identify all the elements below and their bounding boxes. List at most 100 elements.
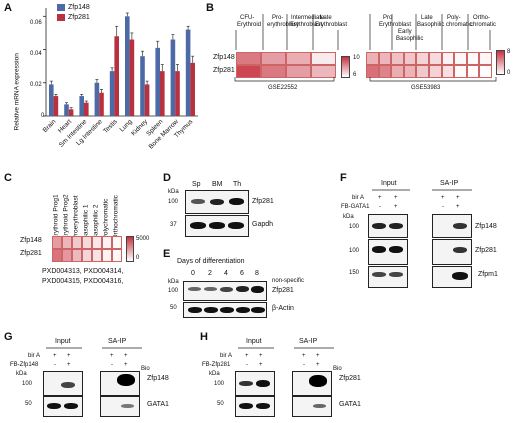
a-bar-zfp148-8: [170, 39, 176, 116]
d-lane-th: Th: [233, 181, 242, 188]
g-marker-100: 100: [22, 381, 33, 387]
h-group-input: Input: [246, 338, 262, 345]
f-ip-zfp281-blot: [432, 239, 472, 265]
b-right-cell-r0-c2: [391, 52, 404, 65]
e-actin-blot: [183, 302, 267, 318]
c-scale-max: 5000: [136, 236, 150, 242]
c-cell-r1-c6: [112, 249, 122, 262]
h-label-gata1: GATA1: [339, 401, 361, 408]
c-cell-r0-c2: [72, 236, 82, 249]
f-group-input: Input: [381, 180, 397, 187]
e-marker-50: 50: [170, 305, 177, 311]
g-sign-1-3: +: [110, 353, 114, 359]
f-sign-1-2: +: [394, 195, 398, 201]
c-col-label-1: Erythroid Prog2: [62, 194, 70, 240]
b-left-col-1-line1: CFU-: [240, 15, 255, 21]
b-row-zfp148: Zfp148: [213, 54, 235, 61]
b-left-dataset-label: GSE22552: [268, 85, 298, 91]
a-bar-zfp148-4: [109, 71, 115, 116]
g-input-zfp148-blot: [43, 371, 83, 396]
panel-a-bar-chart: [43, 8, 198, 117]
b-right-scale-min: 0: [507, 70, 511, 76]
h-sign-1-3: +: [302, 353, 306, 359]
b-right-scale-max: 8: [507, 49, 511, 55]
f-sign-2-1: -: [379, 204, 381, 210]
c-cell-r0-c0: [52, 236, 62, 249]
panel-e-letter: E: [163, 248, 171, 260]
b-left-col-2-line1: Pro-: [272, 15, 284, 21]
b-right-col-2-line2: Basophilic: [396, 36, 424, 42]
e-marker-100: 100: [168, 288, 179, 294]
c-scale-min: 0: [136, 255, 140, 261]
a-bar-zfp148-9: [185, 29, 191, 117]
h-label-zfp281: Zfp281: [339, 375, 361, 382]
a-bar-zfp281-4: [114, 36, 119, 116]
g-unit: kDa: [16, 371, 27, 377]
g-sign-1-4: +: [124, 353, 128, 359]
g-row-bira: bir A: [28, 353, 41, 359]
g-ip-gata1-blot: [100, 396, 140, 417]
b-right-cell-r1-c0: [366, 65, 379, 78]
d-label-zfp281: Zfp281: [252, 198, 274, 205]
f-sign-1-1: +: [378, 195, 382, 201]
h-group-underlines: [238, 347, 334, 349]
d-gapdh-blot: [185, 215, 249, 237]
f-input-zfpm1-blot: [368, 266, 408, 288]
f-row-fbgata1: FB-GATA1: [341, 204, 370, 210]
c-col-label-4: Basophilic 2: [92, 204, 100, 240]
b-header-brackets: [235, 14, 491, 50]
h-row-fbzfp281: FB-Zfp281: [202, 362, 231, 368]
f-unit: kDa: [343, 214, 354, 220]
g-label-bio: Bio: [141, 366, 150, 372]
d-unit: kDa: [168, 189, 179, 195]
b-left-cell-r0-c2: [286, 52, 311, 65]
a-bar-zfp148-1: [64, 104, 69, 116]
d-lane-sp: Sp: [192, 181, 201, 188]
b-left-cell-r1-c3: [311, 65, 336, 78]
e-label-nonspecific: non-specific: [272, 278, 305, 284]
h-marker-100: 100: [214, 381, 225, 387]
b-right-col-3-line2: Basophilic: [417, 22, 445, 28]
b-left-scale-max: 10: [353, 55, 360, 61]
a-bar-zfp281-8: [175, 71, 180, 116]
h-label-bio: Bio: [333, 366, 342, 372]
g-label-gata1: GATA1: [147, 401, 169, 408]
f-marker-100b: 100: [349, 248, 360, 254]
b-right-col-5-line2: chromatic: [470, 22, 497, 28]
a-bar-zfp148-2: [79, 96, 84, 116]
g-group-underlines: [46, 347, 142, 349]
c-col-label-6: Orthochromatic: [112, 195, 120, 240]
c-cell-r1-c2: [72, 249, 82, 262]
legend-swatch-zfp148: [57, 4, 65, 11]
panel-a-letter: A: [4, 2, 12, 14]
d-zfp281-blot: [185, 190, 249, 214]
panel-a-ytick-002: 0.02: [30, 82, 42, 88]
e-lane-2: 2: [208, 270, 212, 277]
b-right-col-5-line1: Ortho-: [473, 15, 491, 21]
f-sign-1-4: +: [456, 195, 460, 201]
h-marker-50: 50: [217, 401, 224, 407]
a-bar-zfp281-2: [84, 102, 89, 116]
f-sign-2-4: +: [456, 204, 460, 210]
a-bar-zfp281-6: [144, 84, 150, 116]
c-source-line-2: PXD004315, PXD004316,: [42, 278, 124, 285]
g-row-fbzfp148: FB-Zfp148: [10, 362, 39, 368]
e-label-actin: β-Actin: [272, 305, 294, 312]
e-lane-0: 0: [191, 270, 195, 277]
a-bar-zfp148-5: [125, 16, 130, 116]
h-ip-gata1-blot: [292, 396, 332, 417]
b-left-cell-r0-c0: [236, 52, 261, 65]
h-sign-1-1: +: [245, 353, 249, 359]
b-right-cell-r0-c7: [454, 52, 467, 65]
g-label-zfp148: Zfp148: [147, 375, 169, 382]
h-sign-2-4: +: [316, 362, 320, 368]
h-input-zfp281-blot: [235, 371, 275, 396]
g-group-input: Input: [55, 338, 71, 345]
b-left-col-2-line2: erythroblast: [267, 22, 299, 28]
f-group-underlines: [372, 189, 472, 191]
b-right-dataset-label: GSE53983: [411, 85, 441, 91]
a-bar-zfp148-0: [49, 84, 54, 116]
c-cell-r1-c5: [102, 249, 112, 262]
b-right-cell-r1-c1: [378, 65, 392, 78]
a-bar-zfp281-7: [160, 71, 165, 116]
